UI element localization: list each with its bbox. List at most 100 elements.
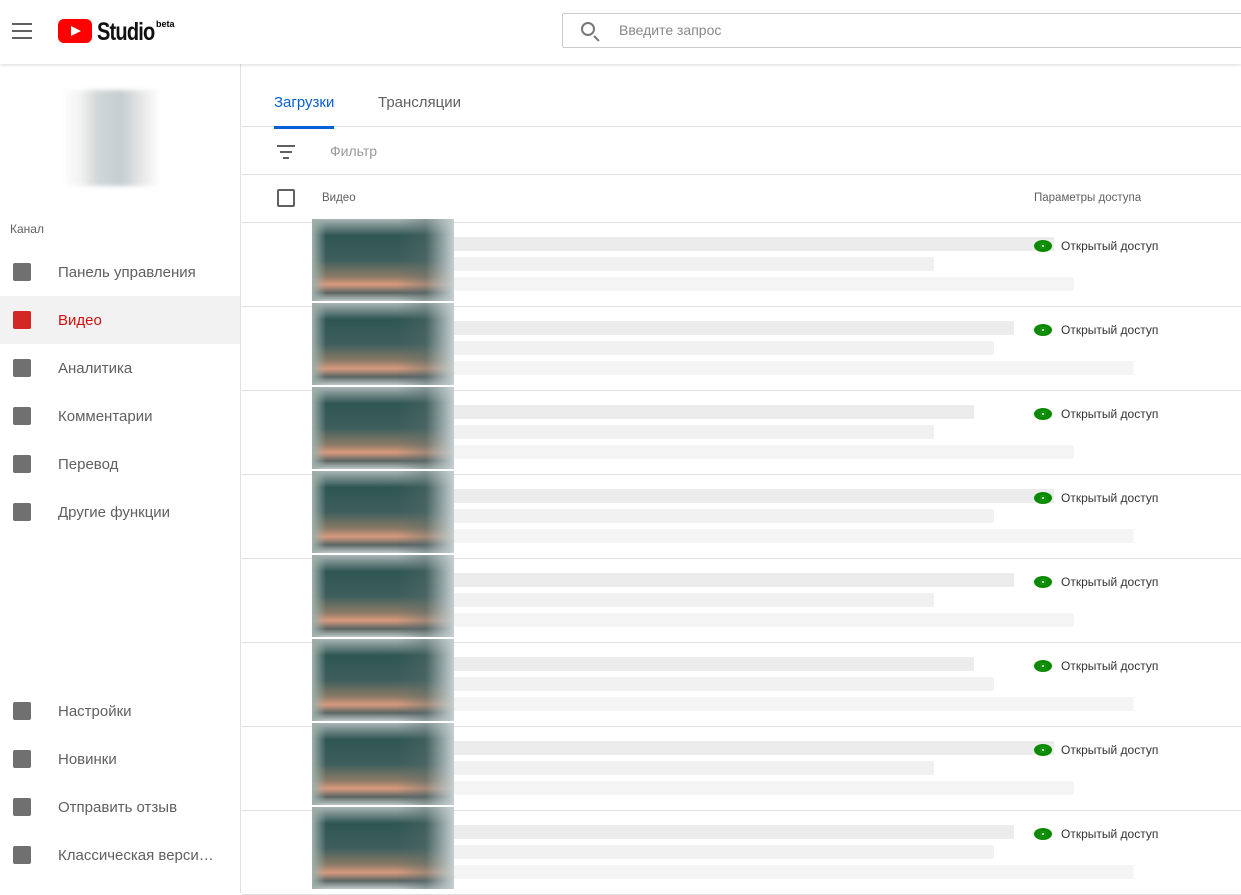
- sidebar-item-dashboard[interactable]: Панель управления: [0, 248, 240, 296]
- tab-uploads[interactable]: Загрузки: [274, 94, 335, 129]
- sidebar-item-gear[interactable]: Настройки: [0, 687, 240, 735]
- whats-new-icon: [12, 749, 32, 769]
- sidebar-item-other-features[interactable]: Другие функции: [0, 488, 240, 536]
- video-thumbnail[interactable]: [312, 303, 454, 385]
- sidebar-item-label: Классическая верси…: [58, 846, 214, 864]
- video-description-blurred: [454, 341, 994, 355]
- sidebar-item-whats-new[interactable]: Новинки: [0, 735, 240, 783]
- visibility-label: Открытый доступ: [1061, 575, 1159, 589]
- video-description-blurred: [454, 677, 994, 691]
- video-title-blurred: [454, 573, 1014, 587]
- visibility-label: Открытый доступ: [1061, 659, 1159, 673]
- visibility-status[interactable]: Открытый доступ: [1034, 827, 1158, 841]
- search-input[interactable]: [619, 22, 1119, 38]
- video-description-blurred: [454, 613, 1074, 627]
- table-row[interactable]: Открытый доступ: [242, 219, 1241, 307]
- video-title-blurred: [454, 489, 1054, 503]
- comments-icon: [12, 406, 32, 426]
- visibility-status[interactable]: Открытый доступ: [1034, 491, 1158, 505]
- video-icon: [12, 310, 32, 330]
- channel-avatar[interactable]: [62, 90, 160, 186]
- search-box[interactable]: [562, 13, 1241, 48]
- gear-icon: [12, 701, 32, 721]
- video-description-blurred: [454, 425, 934, 439]
- eye-icon: [1034, 492, 1052, 504]
- video-thumbnail[interactable]: [312, 639, 454, 721]
- beta-badge: beta: [156, 19, 175, 29]
- video-title-blurred: [454, 657, 974, 671]
- logo-text: Studio: [97, 18, 155, 46]
- sidebar-item-label: Новинки: [58, 750, 117, 768]
- youtube-logo-icon: [58, 19, 92, 43]
- sidebar-item-label: Другие функции: [58, 503, 171, 521]
- visibility-status[interactable]: Открытый доступ: [1034, 659, 1158, 673]
- video-title-blurred: [454, 321, 1014, 335]
- visibility-label: Открытый доступ: [1061, 239, 1159, 253]
- sidebar-item-comments[interactable]: Комментарии: [0, 392, 240, 440]
- content: Загрузки Трансляции Фильтр Видео Парамет…: [242, 64, 1241, 895]
- video-thumbnail[interactable]: [312, 723, 454, 805]
- tab-live[interactable]: Трансляции: [378, 94, 462, 111]
- table-row[interactable]: Открытый доступ: [242, 723, 1241, 811]
- column-access: Параметры доступа: [1034, 192, 1142, 204]
- visibility-label: Открытый доступ: [1061, 827, 1159, 841]
- translate-icon: [12, 454, 32, 474]
- youtube-studio-logo[interactable]: Studio beta: [58, 18, 175, 46]
- filter-bar[interactable]: Фильтр: [242, 127, 1241, 175]
- eye-icon: [1034, 240, 1052, 252]
- eye-icon: [1034, 576, 1052, 588]
- video-title-blurred: [454, 237, 1054, 251]
- visibility-status[interactable]: Открытый доступ: [1034, 575, 1158, 589]
- menu-icon[interactable]: [12, 23, 32, 39]
- other-features-icon: [12, 502, 32, 522]
- visibility-label: Открытый доступ: [1061, 407, 1159, 421]
- video-description-blurred: [454, 865, 1134, 879]
- table-row[interactable]: Открытый доступ: [242, 807, 1241, 895]
- eye-icon: [1034, 660, 1052, 672]
- sidebar-item-label: Панель управления: [58, 263, 196, 281]
- video-description-blurred: [454, 761, 934, 775]
- sidebar-item-translate[interactable]: Перевод: [0, 440, 240, 488]
- visibility-status[interactable]: Открытый доступ: [1034, 239, 1158, 253]
- table-row[interactable]: Открытый доступ: [242, 555, 1241, 643]
- visibility-label: Открытый доступ: [1061, 491, 1159, 505]
- table-row[interactable]: Открытый доступ: [242, 387, 1241, 475]
- video-description-blurred: [454, 509, 994, 523]
- video-description-blurred: [454, 593, 934, 607]
- visibility-label: Открытый доступ: [1061, 323, 1159, 337]
- select-all-checkbox[interactable]: [277, 189, 295, 207]
- video-description-blurred: [454, 361, 1134, 375]
- filter-input[interactable]: Фильтр: [330, 143, 378, 159]
- video-thumbnail[interactable]: [312, 387, 454, 469]
- table-row[interactable]: Открытый доступ: [242, 471, 1241, 559]
- visibility-status[interactable]: Открытый доступ: [1034, 323, 1158, 337]
- sidebar-item-label: Аналитика: [58, 359, 133, 377]
- column-video: Видео: [322, 192, 356, 204]
- sidebar-item-video[interactable]: Видео: [0, 296, 240, 344]
- video-thumbnail[interactable]: [312, 807, 454, 889]
- visibility-status[interactable]: Открытый доступ: [1034, 743, 1158, 757]
- sidebar-item-feedback[interactable]: Отправить отзыв: [0, 783, 240, 831]
- eye-icon: [1034, 828, 1052, 840]
- video-description-blurred: [454, 445, 1074, 459]
- video-title-blurred: [454, 405, 974, 419]
- eye-icon: [1034, 324, 1052, 336]
- video-title-blurred: [454, 825, 1014, 839]
- search-icon: [581, 22, 595, 36]
- video-thumbnail[interactable]: [312, 219, 454, 301]
- classic-icon: [12, 845, 32, 865]
- table-row[interactable]: Открытый доступ: [242, 639, 1241, 727]
- video-thumbnail[interactable]: [312, 471, 454, 553]
- sidebar-item-analytics[interactable]: Аналитика: [0, 344, 240, 392]
- video-description-blurred: [454, 697, 1134, 711]
- table-row[interactable]: Открытый доступ: [242, 303, 1241, 391]
- video-description-blurred: [454, 529, 1134, 543]
- top-bar: Studio beta: [0, 0, 1241, 64]
- eye-icon: [1034, 744, 1052, 756]
- visibility-status[interactable]: Открытый доступ: [1034, 407, 1158, 421]
- filter-icon[interactable]: [277, 145, 295, 163]
- eye-icon: [1034, 408, 1052, 420]
- sidebar-item-classic[interactable]: Классическая верси…: [0, 831, 240, 879]
- video-thumbnail[interactable]: [312, 555, 454, 637]
- sidebar: Канал Панель управления Видео Аналитика Ком…: [0, 64, 241, 893]
